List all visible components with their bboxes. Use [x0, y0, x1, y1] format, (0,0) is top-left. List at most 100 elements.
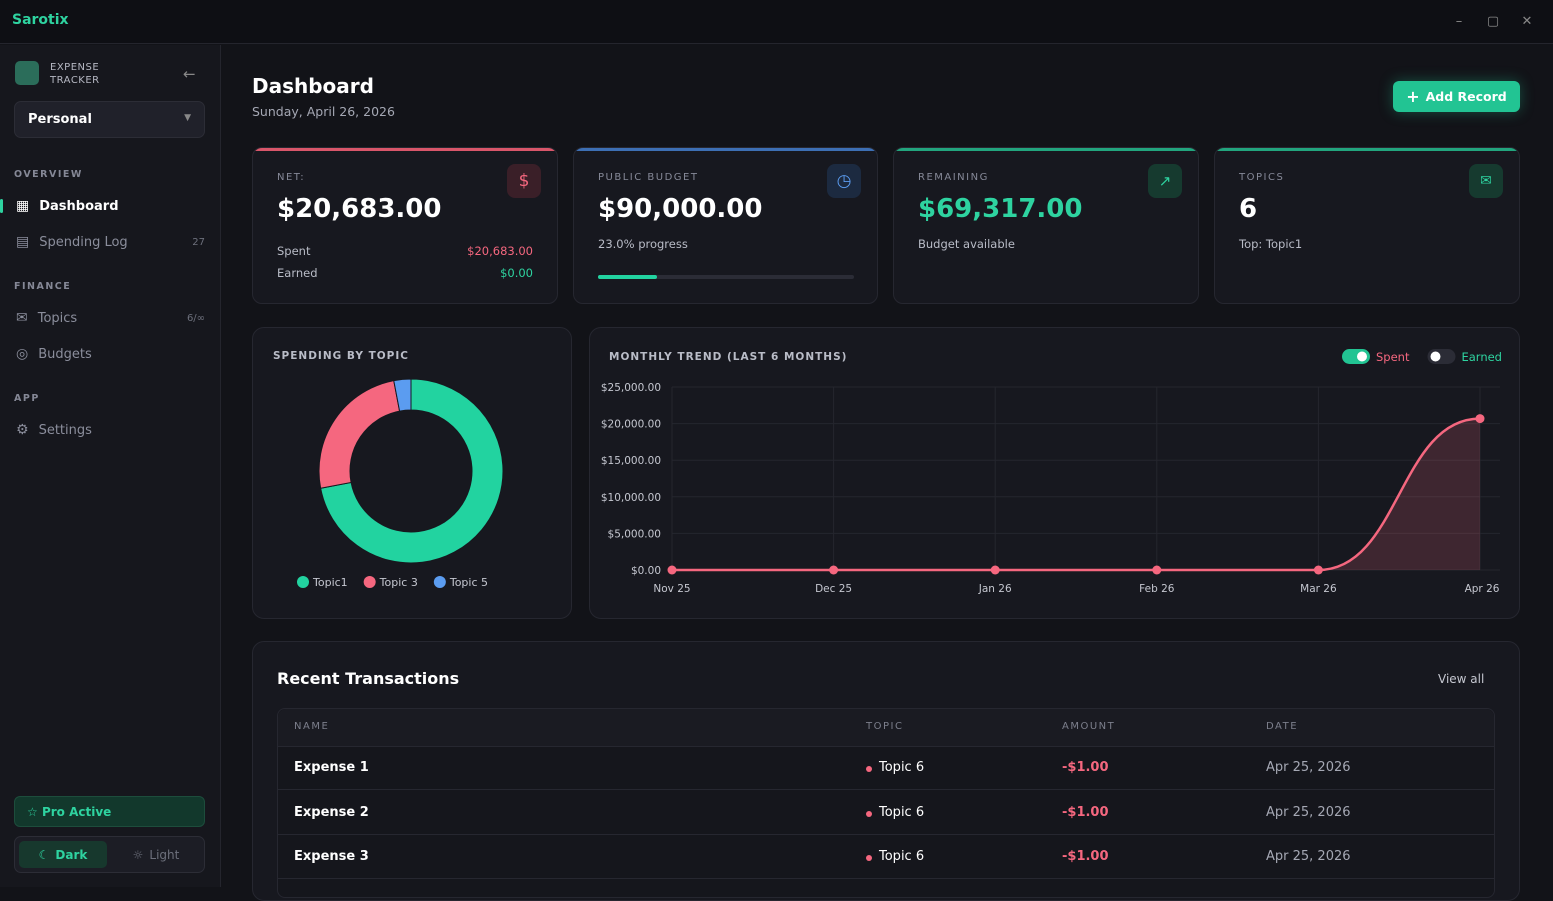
- detail-row: Spent $20,683.00: [277, 244, 533, 258]
- card-note: Budget available: [918, 237, 1015, 251]
- nav-item[interactable]: ◎ Budgets: [16, 346, 92, 362]
- table-cell: Apr 25, 2026: [1266, 804, 1351, 820]
- table-row[interactable]: [278, 746, 1494, 790]
- active-indicator: [0, 199, 3, 213]
- view-all-link[interactable]: View all: [1438, 672, 1485, 686]
- nav-item[interactable]: ▦ Dashboard: [16, 198, 119, 214]
- point: [1152, 565, 1162, 575]
- pro-label: Pro Active: [41, 805, 112, 819]
- table-cell: Topic 6: [879, 760, 925, 775]
- area-fill: [672, 418, 1480, 570]
- collapse-button[interactable]: ←: [183, 65, 196, 83]
- theme-switch: ☾ Dark ☼ Light: [14, 836, 205, 873]
- y-tick-label: $15,000.00: [601, 455, 661, 467]
- progress-track: [598, 275, 854, 279]
- legend-knob: [1430, 351, 1441, 362]
- point: [990, 565, 1000, 575]
- table-row[interactable]: [278, 791, 1494, 835]
- legend-label: Topic 5: [449, 576, 488, 589]
- nav-label: Spending Log: [39, 234, 128, 250]
- donut-slice: [320, 378, 504, 564]
- y-tick-label: $0.00: [631, 565, 661, 577]
- close-button[interactable]: ✕: [1521, 14, 1533, 29]
- legend-knob: [1357, 351, 1367, 362]
- y-tick-label: $5,000.00: [608, 528, 661, 540]
- table-cell: Topic 6: [879, 849, 925, 864]
- column-header: NAME: [294, 721, 330, 732]
- table-row[interactable]: [278, 835, 1494, 879]
- topic-dot: [866, 766, 872, 772]
- dark-button[interactable]: ☾ Dark: [19, 841, 107, 868]
- legend-swatch: [297, 576, 309, 588]
- nav-label: Budgets: [38, 346, 92, 362]
- nav-label: Settings: [38, 422, 92, 438]
- table-cell: Apr 25, 2026: [1266, 849, 1351, 864]
- card-label: REMAINING: [918, 172, 989, 183]
- card-icon: ↗: [1148, 164, 1182, 198]
- point: [1475, 414, 1485, 424]
- section-title: Recent Transactions: [277, 669, 460, 688]
- minimize-button[interactable]: –: [1455, 14, 1463, 29]
- legend-label: Topic 3: [379, 576, 418, 589]
- nav-item[interactable]: ▤ Spending Log 27: [16, 234, 205, 250]
- add-record-label: Add Record: [1425, 89, 1507, 104]
- brand-name: EXPENSE TRACKER: [50, 62, 100, 86]
- topic-dot: [866, 855, 872, 861]
- add-record-button[interactable]: + Add Record: [1393, 81, 1520, 112]
- nav-item[interactable]: ✉ Topics 6/∞: [16, 310, 205, 326]
- x-tick-label: Jan 26: [978, 583, 1012, 595]
- light-label: Light: [149, 847, 180, 862]
- x-tick-label: Nov 25: [653, 583, 690, 595]
- table-cell: -$1.00: [1062, 804, 1109, 820]
- y-tick-label: $25,000.00: [601, 382, 661, 394]
- chart-title: MONTHLY TREND (LAST 6 MONTHS): [609, 351, 848, 363]
- y-tick-label: $10,000.00: [601, 492, 661, 504]
- table-cell: -$1.00: [1062, 849, 1109, 864]
- table: [277, 708, 1495, 898]
- legend-swatch: [433, 576, 446, 588]
- point: [829, 565, 839, 575]
- card-label: PUBLIC BUDGET: [598, 172, 699, 183]
- nav-label: Dashboard: [39, 198, 119, 214]
- card-note: 23.0% progress: [598, 237, 688, 251]
- dark-label: Dark: [55, 847, 88, 862]
- brand-logo: [15, 61, 39, 85]
- nav-item[interactable]: ⚙ Settings: [16, 422, 92, 438]
- topic-dot: [866, 810, 872, 817]
- pro-status[interactable]: ☆ Pro Active: [14, 796, 205, 827]
- card-icon: ◷: [827, 164, 861, 198]
- legend-label: Earned: [1461, 350, 1502, 364]
- column-header: AMOUNT: [1062, 721, 1116, 732]
- y-tick-label: $20,000.00: [601, 419, 661, 431]
- section-title: OVERVIEW: [14, 169, 83, 180]
- donut-panel: [252, 327, 572, 619]
- legend-label: Topic1: [312, 576, 348, 589]
- column-header: DATE: [1266, 721, 1299, 732]
- stat-card: PUBLIC BUDGET ◷ $90,000.00 23.0% progres…: [573, 147, 878, 304]
- x-tick-label: Feb 26: [1139, 583, 1175, 595]
- progress-fill: [598, 275, 657, 279]
- card-icon: $: [507, 164, 541, 198]
- table-cell: Topic 6: [879, 804, 925, 820]
- card-value: 6: [1239, 194, 1258, 224]
- detail-row: Earned $0.00: [277, 266, 533, 280]
- chart-title: SPENDING BY TOPIC: [273, 350, 409, 362]
- card-icon: ✉: [1469, 164, 1503, 198]
- x-tick-label: Apr 26: [1465, 583, 1500, 595]
- nav-label: Topics: [37, 310, 78, 326]
- legend-label: Spent: [1376, 350, 1410, 364]
- nav-badge: 6/∞: [186, 312, 205, 324]
- card-label: TOPICS: [1239, 172, 1285, 183]
- card-value: $90,000.00: [598, 194, 763, 224]
- workspace-label: Personal: [28, 112, 92, 127]
- light-button[interactable]: ☼ Light: [132, 847, 180, 862]
- workspace-select[interactable]: Personal ▼: [14, 101, 205, 138]
- maximize-button[interactable]: ▢: [1486, 14, 1500, 29]
- card-note: Top: Topic1: [1239, 237, 1303, 251]
- donut-slice: [393, 378, 412, 412]
- stat-card: NET: $ $20,683.00 Spent $20,683.00 Earned…: [252, 147, 558, 304]
- x-tick-label: Mar 26: [1300, 583, 1337, 595]
